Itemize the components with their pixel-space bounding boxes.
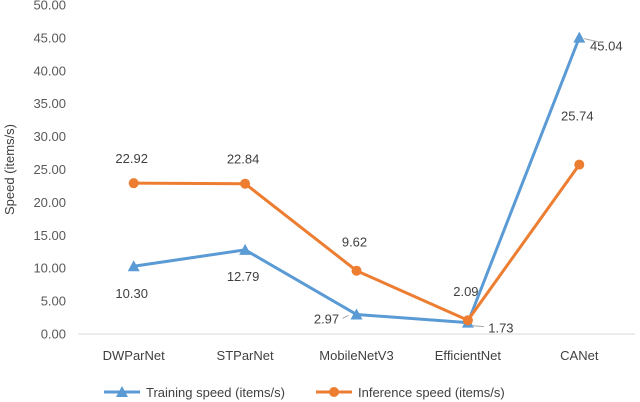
y-tick-label: 30.00 — [33, 129, 66, 144]
data-point-circle — [351, 265, 362, 276]
y-tick-label: 35.00 — [33, 96, 66, 111]
data-point-circle — [574, 159, 585, 170]
label-leader-line — [342, 315, 349, 319]
y-tick-label: 15.00 — [33, 228, 66, 243]
data-point-triangle — [239, 243, 252, 255]
legend: Training speed (items/s) Inference speed … — [104, 385, 505, 400]
series-lines — [127, 31, 586, 328]
x-tick-label: DWParNet — [103, 348, 166, 363]
label-leader-line — [584, 38, 602, 44]
data-label: 10.30 — [115, 286, 148, 301]
x-tick-label: CANet — [560, 348, 599, 363]
x-axis-categories: DWParNet STParNet MobileNetV3 EfficientNet C… — [103, 348, 599, 363]
y-tick-label: 25.00 — [33, 162, 66, 177]
data-point-triangle — [573, 31, 586, 43]
y-tick-label: 10.00 — [33, 261, 66, 276]
data-point-circle — [240, 178, 251, 189]
y-tick-label: 40.00 — [33, 63, 66, 78]
x-tick-label: EfficientNet — [435, 348, 502, 363]
data-label: 25.74 — [561, 109, 594, 124]
data-point-triangle — [127, 260, 140, 272]
data-label: 2.97 — [314, 311, 339, 326]
legend-marker-triangle — [116, 386, 128, 397]
data-point-circle — [128, 178, 139, 189]
y-tick-label: 50.00 — [33, 0, 66, 13]
y-tick-label: 5.00 — [41, 294, 66, 309]
x-tick-label: MobileNetV3 — [319, 348, 393, 363]
legend-item: Inference speed (items/s) — [316, 385, 505, 400]
data-label: 22.84 — [227, 152, 260, 167]
data-label: 12.79 — [227, 269, 260, 284]
legend-label: Training speed (items/s) — [146, 385, 285, 400]
y-tick-label: 20.00 — [33, 195, 66, 210]
legend-item: Training speed (items/s) — [104, 385, 285, 400]
y-tick-label: 0.00 — [41, 327, 66, 342]
x-tick-label: STParNet — [217, 348, 274, 363]
legend-label: Inference speed (items/s) — [358, 385, 505, 400]
data-label: 9.62 — [342, 235, 367, 250]
data-label: 2.09 — [453, 284, 478, 299]
data-point-circle — [462, 315, 473, 326]
y-axis-ticks: 0.00 5.00 10.00 15.00 20.00 25.00 30.00 35.00 40… — [33, 0, 66, 342]
data-label: 1.73 — [488, 321, 513, 336]
label-leader-line — [471, 325, 484, 328]
series-line — [132, 36, 581, 325]
legend-marker-circle — [329, 387, 339, 397]
y-tick-label: 45.00 — [33, 30, 66, 45]
data-label: 22.92 — [115, 151, 148, 166]
y-axis-title: Speed (items/s) — [2, 124, 17, 215]
data-point-triangle — [350, 308, 363, 320]
